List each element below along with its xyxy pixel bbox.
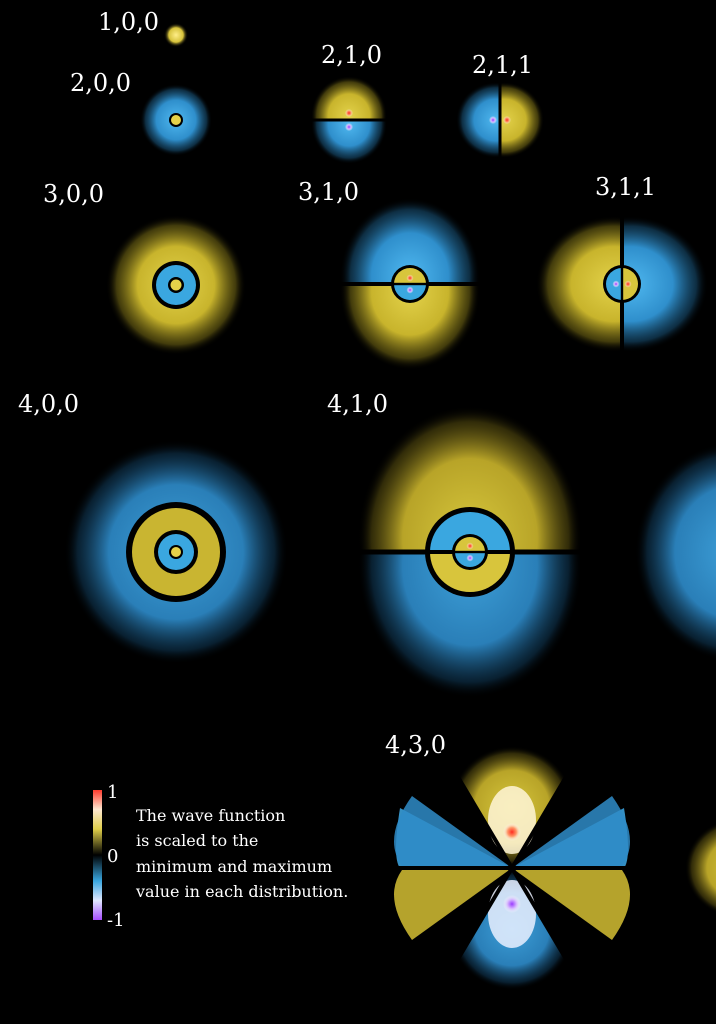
peak-positive bbox=[345, 109, 353, 117]
inner-nodal-plane bbox=[454, 550, 486, 554]
legend-caption-line: value in each distribution. bbox=[135, 882, 348, 901]
peak-negative bbox=[466, 554, 474, 562]
middle-lobe-negative bbox=[430, 512, 510, 552]
peak-positive bbox=[503, 116, 511, 124]
peak-negative bbox=[612, 280, 620, 288]
lobe-positive bbox=[164, 23, 188, 47]
cropped-orbital-right-bottom bbox=[685, 823, 716, 913]
outer-lobe-positive bbox=[340, 284, 480, 370]
legend-caption-line: is scaled to the bbox=[136, 831, 258, 850]
lobe-negative bbox=[635, 444, 716, 660]
legend-color-bar bbox=[93, 790, 102, 920]
orbital-4-0-0: 4,0,0 bbox=[18, 390, 288, 664]
orbital-4-3-0: 4,3,0 bbox=[385, 731, 637, 990]
lobe-bottom-highlight bbox=[488, 880, 536, 948]
cropped-orbital-right bbox=[635, 444, 716, 660]
orbital-label: 4,0,0 bbox=[18, 390, 79, 418]
orbital-3-1-0: 3,1,0 bbox=[298, 178, 490, 370]
orbital-2-1-0: 2,1,0 bbox=[304, 41, 394, 164]
lobe-positive bbox=[311, 76, 387, 120]
orbital-2-1-1: 2,1,1 bbox=[456, 51, 544, 165]
lobe-lower-left-positive bbox=[394, 868, 512, 940]
orbital-label: 3,0,0 bbox=[43, 180, 104, 208]
legend-caption-line: The wave function bbox=[136, 806, 285, 825]
legend-min-label: -1 bbox=[107, 910, 125, 931]
orbital-1-0-0: 1,0,0 bbox=[98, 8, 188, 47]
peak-negative bbox=[503, 895, 521, 913]
orbital-label: 3,1,1 bbox=[595, 173, 656, 201]
lobe-negative bbox=[311, 120, 387, 164]
inner-nodal-plane bbox=[393, 282, 427, 286]
orbital-3-1-1: 3,1,1 bbox=[536, 173, 708, 364]
lobe-upper-left-negative-body bbox=[394, 796, 512, 868]
peak-positive bbox=[406, 274, 414, 282]
core-positive bbox=[171, 115, 181, 125]
orbital-2-0-0: 2,0,0 bbox=[70, 69, 212, 156]
orbital-label: 1,0,0 bbox=[98, 8, 159, 36]
nodal-plane bbox=[498, 75, 502, 165]
lobe-upper-right-negative-body bbox=[512, 796, 630, 868]
orbital-label: 4,1,0 bbox=[327, 390, 388, 418]
core-positive bbox=[170, 279, 182, 291]
peak-negative bbox=[489, 116, 497, 124]
middle-lobe-positive bbox=[430, 552, 510, 592]
outer-lobe-positive bbox=[536, 216, 622, 352]
peak-positive bbox=[624, 280, 632, 288]
outer-lobe-negative bbox=[622, 216, 708, 352]
orbital-label: 3,1,0 bbox=[298, 178, 359, 206]
peak-positive bbox=[466, 542, 474, 550]
core-positive bbox=[171, 547, 181, 557]
orbital-label: 2,0,0 bbox=[70, 69, 131, 97]
nodal-plane bbox=[304, 118, 394, 122]
legend-max-label: 1 bbox=[107, 782, 118, 803]
orbital-label: 4,3,0 bbox=[385, 731, 446, 759]
outer-lobe-negative bbox=[340, 198, 480, 284]
orbital-3-0-0: 3,0,0 bbox=[43, 180, 246, 355]
outer-lobe-positive bbox=[358, 406, 582, 552]
lobe-top-highlight bbox=[488, 786, 536, 854]
lobe-positive bbox=[685, 823, 716, 913]
lobe-positive bbox=[500, 82, 544, 158]
peak-positive bbox=[503, 823, 521, 841]
legend-zero-label: 0 bbox=[107, 846, 118, 867]
inner-nodal-plane bbox=[620, 267, 624, 301]
lobe-negative bbox=[456, 82, 500, 158]
lobe-lower-right-positive bbox=[512, 868, 630, 940]
outer-lobe-negative bbox=[358, 552, 582, 698]
peak-negative bbox=[345, 123, 353, 131]
orbital-4-1-0: 4,1,0 bbox=[327, 390, 600, 698]
legend-caption-line: minimum and maximum bbox=[136, 857, 332, 876]
color-legend: 1 0 -1 The wave function is scaled to th… bbox=[93, 782, 348, 931]
peak-negative bbox=[406, 286, 414, 294]
orbital-label: 2,1,0 bbox=[321, 41, 382, 69]
orbital-label: 2,1,1 bbox=[472, 51, 533, 79]
